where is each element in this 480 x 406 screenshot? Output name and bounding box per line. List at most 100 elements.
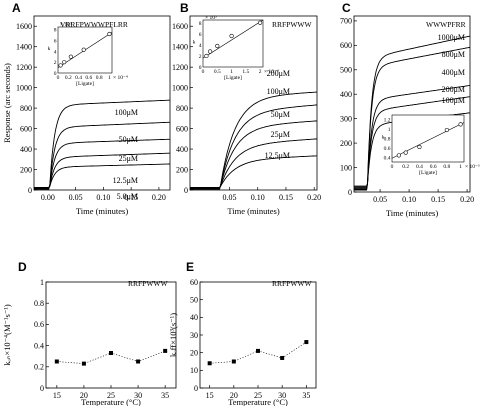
panel-letter: C [342,1,351,15]
peptide-sequence: RRFPWWW [272,279,313,288]
inset-y-tick-label: 8 [54,28,57,34]
x-tick-label: 0.00 [41,193,55,202]
inset-x-tick-label: 0.5 [214,69,221,75]
y-tick-label: 0 [40,384,44,393]
y-tick-label: 1200 [172,63,188,72]
series-label: 12.5μM [113,176,138,185]
inset-x-tick-label: 0.4 [416,164,423,170]
y-tick-label: 0 [194,384,198,393]
x-tick-label: 0.20 [152,193,166,202]
panel-d: 0 0.2 0.4 0.6 0.8 1 15 20 25 30 35 D RRFPWWW Temperat… [2,260,177,406]
inset-y-tick-label: 1 [388,127,391,133]
inset-plot: 0 0.5 1 1.5 2 0 2 4 6 8 [Ligate] k × 10⁻⁴ × 10³ [193,15,279,81]
series-label: 100μM [267,87,290,96]
inset-y-tick-label: 1.2 [384,118,391,124]
x-tick-label: 25 [254,391,262,400]
inset-frame [202,19,264,68]
inset-y-tick-label: 0 [54,71,57,77]
x-tick-label: 30 [278,391,286,400]
x-axis-label: Temperature (°C) [228,397,288,406]
x-tick-label: 0.05 [223,193,237,202]
series-line [190,155,317,188]
panel-letter: B [180,1,189,15]
plot-frame [199,281,317,389]
inset-x-label: [Ligate] [224,75,242,81]
inset-x-label: [Ligate] [419,170,437,176]
data-point [256,348,260,353]
inset-x-tick-label: 1 [459,164,462,170]
inset-x-exponent: × 10⁻³ [465,164,480,170]
x-axis-label: Time (minutes) [386,208,439,218]
series-label: 200μM [442,85,465,94]
inset-plot: 0 0.2 0.4 0.6 0.8 1 0.4 0.6 0.8 1 1.2 [Ligate] k × 10… [382,114,480,176]
inset-frame [391,114,465,163]
y-tick-label: 40 [190,313,198,322]
y-tick-label: 800 [176,104,188,113]
y-tick-label: 1600 [172,22,188,31]
y-tick-label: 1400 [16,43,32,52]
inset-x-exponent: × 10⁻⁴ [113,75,128,81]
inset-y-tick-label: 4 [54,49,57,55]
y-tick-label: 200 [340,139,352,148]
x-tick-label: 0.15 [431,195,445,204]
inset-x-tick-label: 0 [391,164,394,170]
series-label: 100μM [442,96,465,105]
x-tick-label: 20 [230,391,238,400]
inset-x-tick-label: 2 [259,69,262,75]
inset-x-tick-label: 0.6 [430,164,437,170]
y-tick-label: 0.4 [34,341,44,350]
panel-letter: A [12,1,21,15]
inset-point [58,63,63,68]
inset-x-label: [Ligate] [76,81,94,87]
inset-y-tick-label: 0.4 [384,155,391,161]
inset-x-tick-label: 0.2 [402,164,409,170]
peptide-sequence: VRRFPWWWPFLRR [60,20,128,29]
y-tick-label: 1 [40,278,44,287]
x-tick-label: 0.10 [96,193,110,202]
y-tick-label: 0 [184,186,188,195]
data-point [109,351,113,356]
x-tick-label: 25 [107,391,115,400]
series-label: 200μM [267,69,290,78]
series-line [190,138,318,189]
data-point [231,359,236,364]
inset-y-tick-label: 0 [199,65,202,71]
x-tick-label: 35 [161,391,169,400]
x-tick-label: 0.05 [69,193,83,202]
inset-fit-line [202,19,264,59]
y-tick-label: 200 [20,165,32,174]
data-point [304,340,309,345]
inset-x-tick-label: 1 [230,69,233,75]
y-tick-label: 100 [340,163,352,172]
inset-x-tick-label: 0.2 [65,75,72,81]
y-tick-label: 10 [190,366,198,375]
y-tick-label: 0 [28,186,32,195]
y-tick-label: 600 [176,124,188,133]
inset-y-exponent: × 10³ [205,15,217,21]
x-axis-label: Temperature (°C) [81,397,141,406]
inset-x-tick-label: 0.6 [85,75,92,81]
plot-frame [45,281,177,389]
inset-plot: 0 0.2 0.4 0.6 0.8 1 0 2 4 6 8 [Ligate] k × 10⁻⁴ × 10³ [48,22,128,87]
inset-x-tick-label: 0 [202,69,205,75]
series-label: 50μM [119,135,138,144]
x-tick-label: 15 [53,391,61,400]
data-point [81,361,86,366]
y-tick-label: 1000 [172,83,188,92]
panel-letter: D [18,260,27,274]
y-tick-label: 300 [340,114,352,123]
inset-point [107,31,112,37]
x-tick-label: 0.15 [124,193,138,202]
y-tick-label: 700 [340,17,352,26]
inset-x-exponent: × 10⁻⁴ [264,69,279,75]
x-tick-label: 0.10 [402,195,416,204]
y-tick-label: 400 [176,145,188,154]
inset-point [458,122,463,127]
y-axis-label: kₒff×10³(s⁻¹) [168,313,178,357]
series-line [190,120,318,189]
y-tick-label: 500 [340,66,352,75]
inset-y-tick-label: 2 [54,60,57,66]
panel-letter: E [186,260,194,274]
